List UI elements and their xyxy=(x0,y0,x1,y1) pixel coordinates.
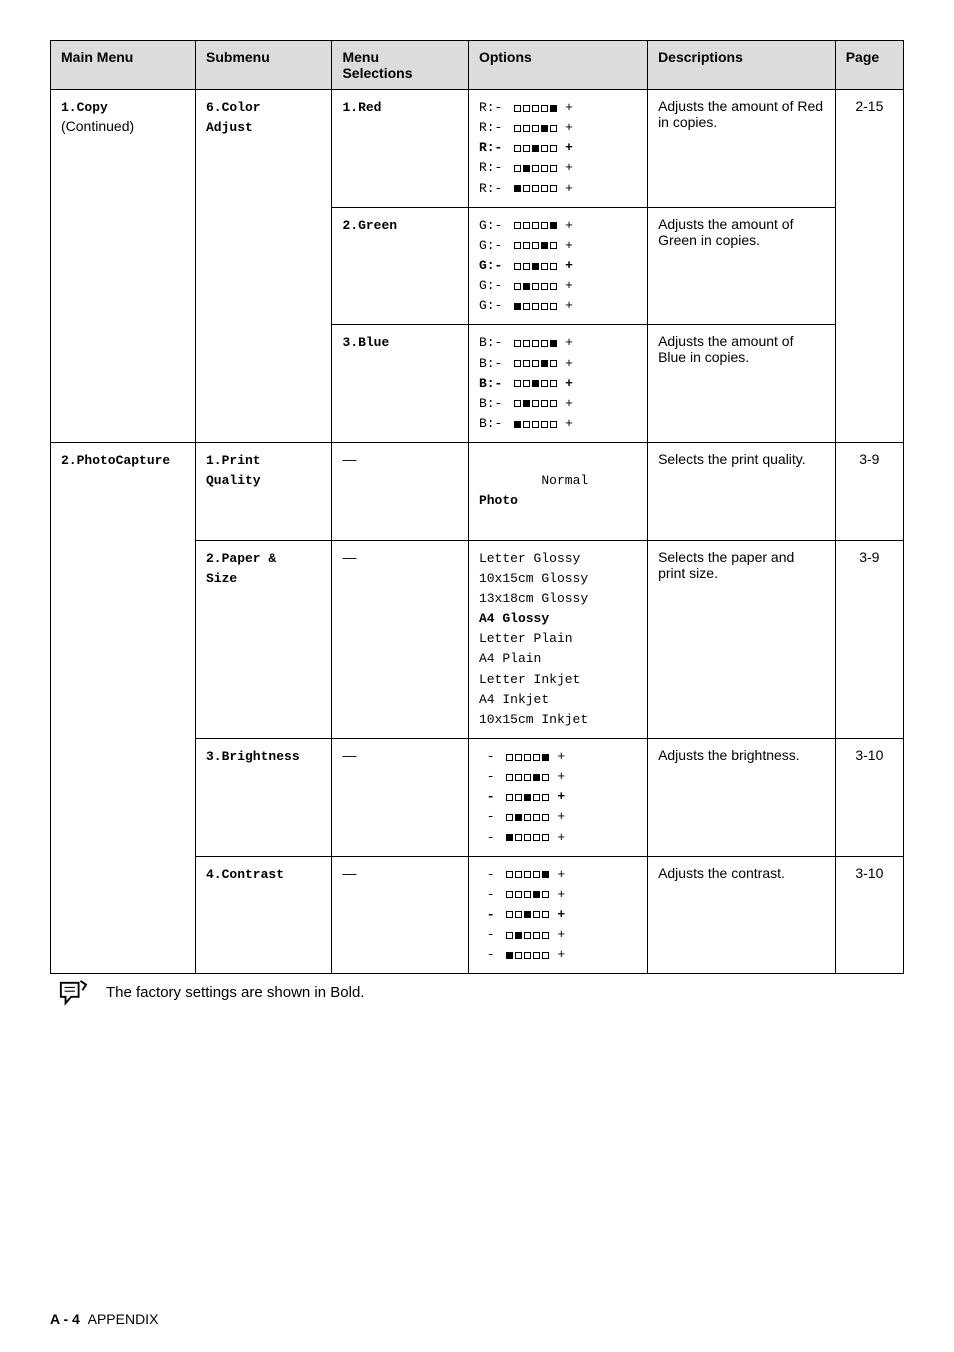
footer-section: APPENDIX xyxy=(88,1311,159,1327)
cell-selection-print-quality: — xyxy=(332,443,468,541)
cell-page-brightness: 3-10 xyxy=(835,738,903,856)
opt-normal: Normal xyxy=(541,473,588,488)
header-options: Options xyxy=(468,41,647,90)
page-footer: A - 4 APPENDIX xyxy=(50,1311,158,1327)
cell-desc-green: Adjusts the amount of Green in copies. xyxy=(648,207,836,325)
cell-desc-brightness: Adjusts the brightness. xyxy=(648,738,836,856)
header-menu-selections: Menu Selections xyxy=(332,41,468,90)
cell-desc-print-quality: Selects the print quality. xyxy=(648,443,836,541)
cell-page-contrast: 3-10 xyxy=(835,856,903,974)
cell-page-red: 2-15 xyxy=(835,90,903,443)
cell-selection-brightness: — xyxy=(332,738,468,856)
cell-page-print-quality: 3-9 xyxy=(835,443,903,541)
cell-main-menu-copy: 1.Copy (Continued) xyxy=(51,90,196,443)
header-main-menu: Main Menu xyxy=(51,41,196,90)
cell-desc-contrast: Adjusts the contrast. xyxy=(648,856,836,974)
table-header-row: Main Menu Submenu Menu Selections Option… xyxy=(51,41,904,90)
cell-selection-contrast: — xyxy=(332,856,468,974)
cell-selection-blue: 3.Blue xyxy=(332,325,468,443)
cell-selection-red: 1.Red xyxy=(332,90,468,208)
cell-page-paper-size: 3-9 xyxy=(835,540,903,738)
cell-submenu-color-adjust: 6.Color Adjust xyxy=(196,90,332,443)
table-row: 2.PhotoCapture 1.Print Quality — NormalP… xyxy=(51,443,904,541)
main-menu-copy-label: 1.Copy xyxy=(61,100,108,115)
opt-photo: Photo xyxy=(479,493,518,508)
menu-table: Main Menu Submenu Menu Selections Option… xyxy=(50,40,904,974)
cell-options-red: R:- +R:- +R:- +R:- +R:- + xyxy=(468,90,647,208)
cell-desc-blue: Adjusts the amount of Blue in copies. xyxy=(648,325,836,443)
footer-page-label: A - 4 xyxy=(50,1311,80,1327)
header-page: Page xyxy=(835,41,903,90)
note-text: The factory settings are shown in Bold. xyxy=(106,980,364,1001)
cell-options-green: G:- +G:- +G:- +G:- +G:- + xyxy=(468,207,647,325)
cell-options-brightness: - + - + - + - + - + xyxy=(468,738,647,856)
main-menu-copy-sub: (Continued) xyxy=(61,118,134,134)
header-descriptions: Descriptions xyxy=(648,41,836,90)
cell-desc-red: Adjusts the amount of Red in copies. xyxy=(648,90,836,208)
header-submenu: Submenu xyxy=(196,41,332,90)
cell-options-blue: B:- +B:- +B:- +B:- +B:- + xyxy=(468,325,647,443)
cell-options-print-quality: Normal Photo xyxy=(468,443,647,541)
note-row: The factory settings are shown in Bold. xyxy=(50,980,904,1008)
cell-submenu-paper-size: 2.Paper & Size xyxy=(196,540,332,738)
cell-desc-paper-size: Selects the paper and print size. xyxy=(648,540,836,738)
note-icon xyxy=(58,980,88,1008)
cell-selection-green: 2.Green xyxy=(332,207,468,325)
cell-options-contrast: - + - + - + - + - + xyxy=(468,856,647,974)
cell-main-menu-photo: 2.PhotoCapture xyxy=(51,443,196,974)
cell-submenu-print-quality: 1.Print Quality xyxy=(196,443,332,541)
cell-submenu-contrast: 4.Contrast xyxy=(196,856,332,974)
cell-options-paper-size: Letter Glossy10x15cm Glossy13x18cm Gloss… xyxy=(468,540,647,738)
table-row: 1.Copy (Continued) 6.Color Adjust 1.Red … xyxy=(51,90,904,208)
cell-selection-paper-size: — xyxy=(332,540,468,738)
cell-submenu-brightness: 3.Brightness xyxy=(196,738,332,856)
